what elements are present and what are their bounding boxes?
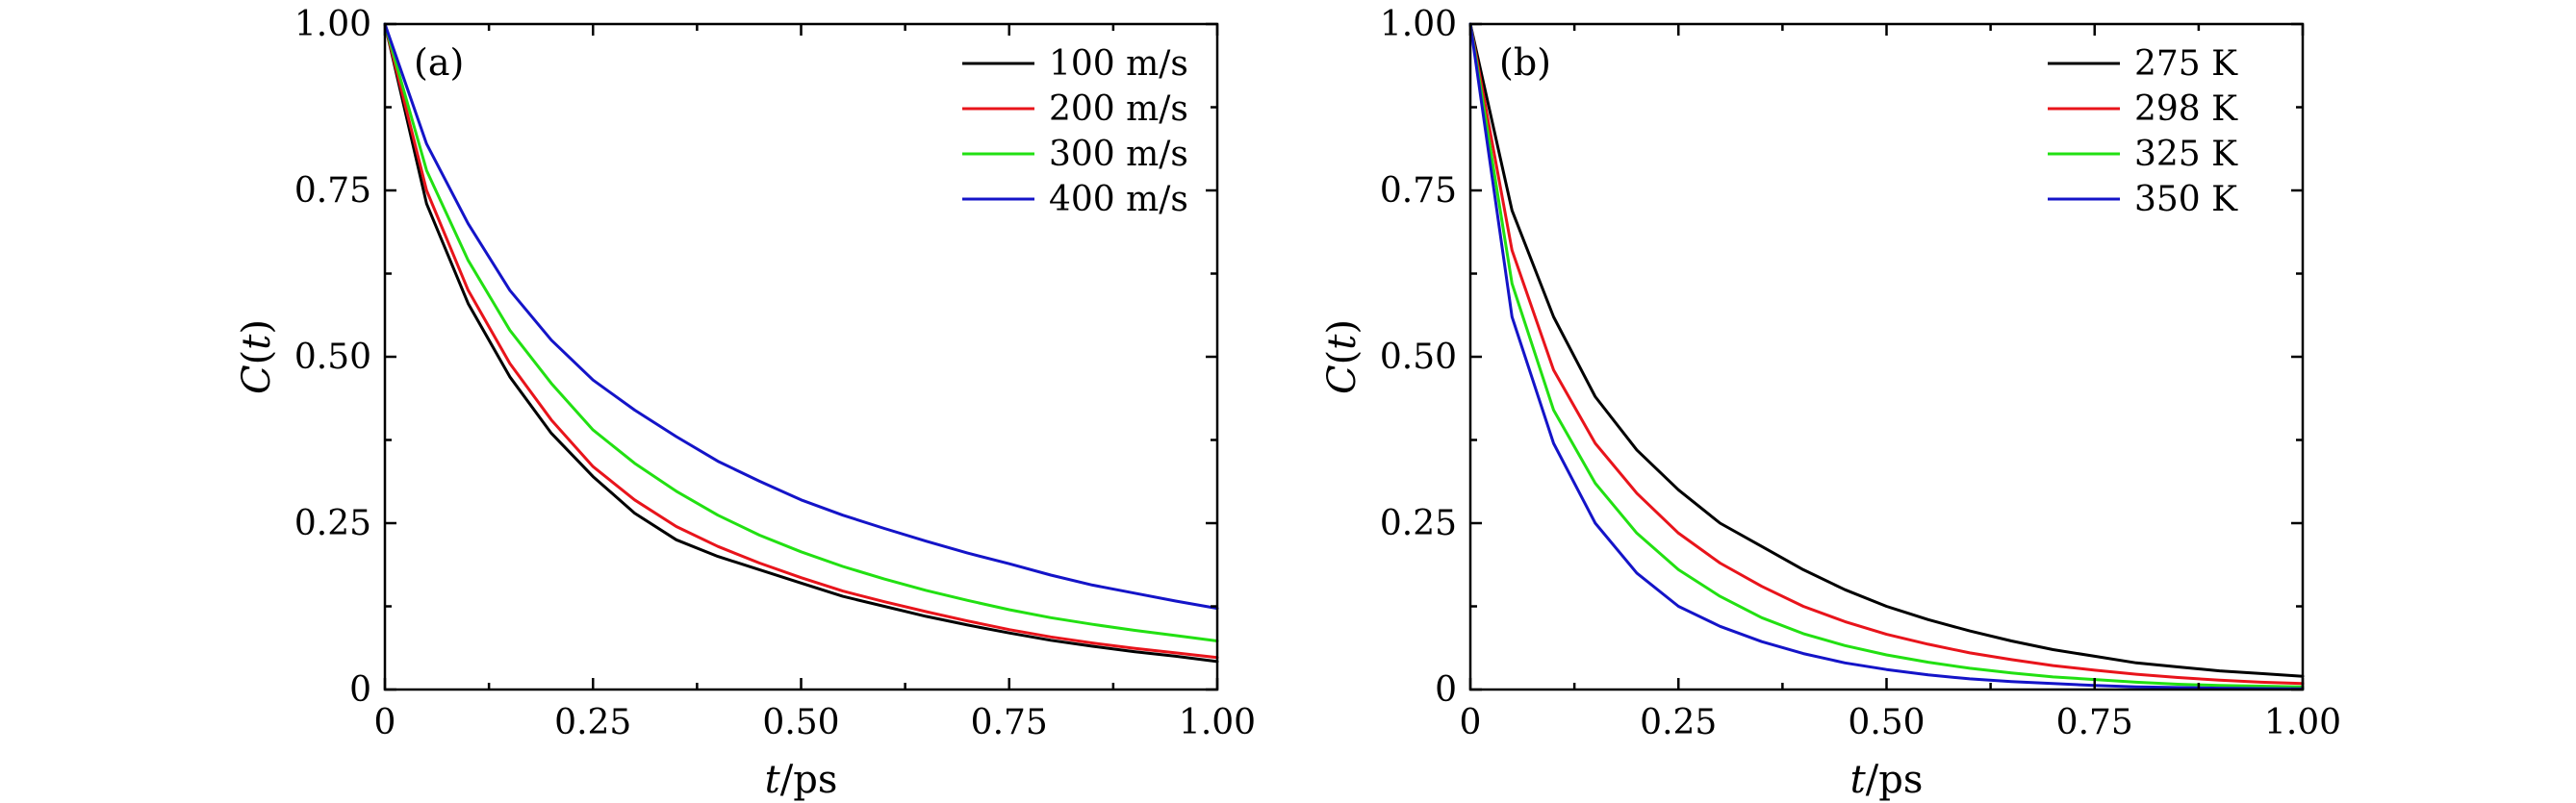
panel-b-y-tick-label: 0.50 xyxy=(1380,338,1457,377)
panel-a-legend-label-1: 100 m/s xyxy=(1049,44,1188,84)
panel-b-x-axis-label: t/ps xyxy=(1850,758,1924,802)
panel-a-series-line-2 xyxy=(383,22,1219,660)
panel-a-x-axis-label: t/ps xyxy=(765,758,838,802)
panel-b-legend-label-3: 325 K xyxy=(2134,135,2238,174)
panel-a-y-tick-label: 1.00 xyxy=(294,5,371,44)
panel-b-legend-label-1: 275 K xyxy=(2134,44,2238,84)
panel-b-x-tick-label: 0.50 xyxy=(1848,703,1925,742)
panel-a-legend-label-2: 200 m/s xyxy=(1049,89,1188,129)
panel-b-y-tick-label: 0.75 xyxy=(1380,171,1457,211)
panel-b-series-line-1 xyxy=(1468,22,2305,678)
panel-b-y-axis-label: C(t) xyxy=(1320,319,1365,394)
panel-b-x-tick-label: 1.00 xyxy=(2264,703,2341,742)
chart-panel-a: 0 0.25 0.50 0.75 1.00 0 0.25 0.50 0.75 1.00 t/ps C(… xyxy=(235,5,1256,802)
panel-a-x-tick-label: 0.75 xyxy=(971,703,1048,742)
panel-a-x-tick-label: 1.00 xyxy=(1179,703,1256,742)
panel-a-series-line-1 xyxy=(383,22,1219,664)
panel-a-legend-label-4: 400 m/s xyxy=(1049,180,1188,219)
panel-b-legend-label-2: 298 K xyxy=(2134,89,2238,129)
panel-a-x-tick-label: 0.25 xyxy=(554,703,631,742)
panel-a-y-tick-label: 0.75 xyxy=(294,171,371,211)
panel-b-series-line-2 xyxy=(1468,22,2305,686)
panel-a-y-axis-label: C(t) xyxy=(235,319,279,394)
panel-a-panel-tag: (a) xyxy=(414,41,464,84)
panel-a-y-tick-label: 0 xyxy=(349,670,371,710)
panel-b-x-tick-label: 0.25 xyxy=(1640,703,1717,742)
panel-b-y-tick-label: 1.00 xyxy=(1380,5,1457,44)
panel-a-x-tick-label: 0.50 xyxy=(762,703,839,742)
panel-b-panel-tag: (b) xyxy=(1499,41,1551,84)
chart-panel-b: 0 0.25 0.50 0.75 1.00 0 0.25 0.50 0.75 1.00 t/ps C(… xyxy=(1320,5,2341,802)
panel-b-x-tick-label: 0 xyxy=(1460,703,1482,742)
panel-a-y-tick-label: 0.25 xyxy=(294,504,371,543)
panel-b-y-tick-label: 0 xyxy=(1435,670,1457,710)
panel-b-x-tick-label: 0.75 xyxy=(2056,703,2133,742)
panel-b-y-tick-label: 0.25 xyxy=(1380,504,1457,543)
panel-b-legend-label-4: 350 K xyxy=(2134,180,2238,219)
panel-a-x-tick-label: 0 xyxy=(374,703,396,742)
panel-b-series-line-3 xyxy=(1468,22,2305,689)
panel-a-series-line-4 xyxy=(383,22,1219,611)
panel-b-series-line-4 xyxy=(1468,22,2305,690)
panel-a-y-tick-label: 0.50 xyxy=(294,338,371,377)
panel-a-legend-label-3: 300 m/s xyxy=(1049,135,1188,174)
panel-a-series-line-3 xyxy=(383,22,1219,642)
